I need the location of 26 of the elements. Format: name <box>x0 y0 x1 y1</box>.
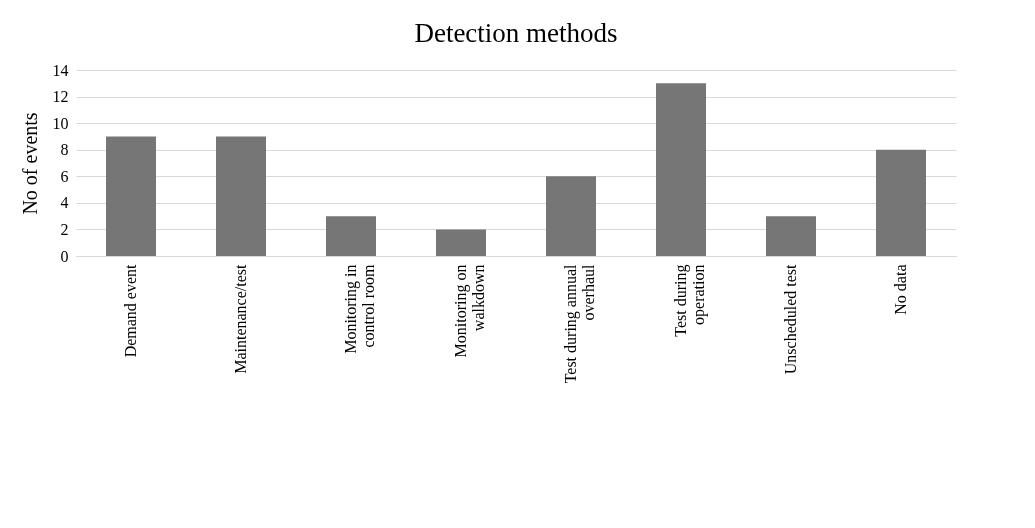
y-tick-label: 14 <box>52 61 69 79</box>
y-tick-label: 2 <box>60 220 69 238</box>
bar <box>436 229 486 256</box>
x-tick-label: Unscheduled test <box>782 263 799 375</box>
bar <box>546 176 596 256</box>
y-tick-label: 6 <box>60 167 69 185</box>
y-tick-label: 10 <box>52 114 69 132</box>
x-tick-label: No data <box>892 264 909 315</box>
x-tick-label: Test during operation <box>672 264 708 337</box>
bar <box>656 83 706 256</box>
bar <box>106 136 156 256</box>
bar <box>766 216 816 256</box>
y-axis-title: No of events <box>18 112 41 215</box>
chart-title: Detection methods <box>414 18 618 48</box>
x-tick-label: Test during annual overhaul <box>562 263 597 384</box>
y-tick-label: 12 <box>52 88 69 106</box>
y-tick-label: 8 <box>60 141 69 159</box>
y-tick-label: 0 <box>60 247 69 265</box>
x-tick-label: Demand event <box>122 263 139 358</box>
x-tick-label: Monitoring in control room <box>342 263 377 354</box>
x-tick-label: Monitoring on walkdown <box>452 264 487 358</box>
y-tick-label: 4 <box>60 194 69 212</box>
bar <box>326 216 376 256</box>
x-tick-label: Maintenance/test <box>232 263 249 374</box>
bar <box>216 136 266 256</box>
bar <box>876 149 926 256</box>
